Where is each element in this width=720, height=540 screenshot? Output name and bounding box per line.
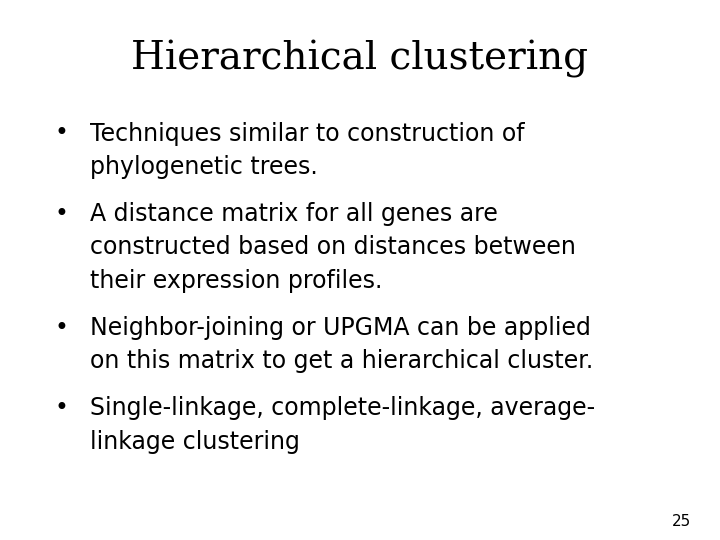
Text: constructed based on distances between: constructed based on distances between [90,235,576,259]
Text: 25: 25 [672,514,691,529]
Text: linkage clustering: linkage clustering [90,430,300,454]
Text: •: • [54,122,68,145]
Text: Hierarchical clustering: Hierarchical clustering [132,40,588,78]
Text: their expression profiles.: their expression profiles. [90,269,382,293]
Text: Neighbor-joining or UPGMA can be applied: Neighbor-joining or UPGMA can be applied [90,316,591,340]
Text: Techniques similar to construction of: Techniques similar to construction of [90,122,525,145]
Text: •: • [54,316,68,340]
Text: phylogenetic trees.: phylogenetic trees. [90,155,318,179]
Text: on this matrix to get a hierarchical cluster.: on this matrix to get a hierarchical clu… [90,349,593,373]
Text: •: • [54,396,68,420]
Text: •: • [54,202,68,226]
Text: Single-linkage, complete-linkage, average-: Single-linkage, complete-linkage, averag… [90,396,595,420]
Text: A distance matrix for all genes are: A distance matrix for all genes are [90,202,498,226]
